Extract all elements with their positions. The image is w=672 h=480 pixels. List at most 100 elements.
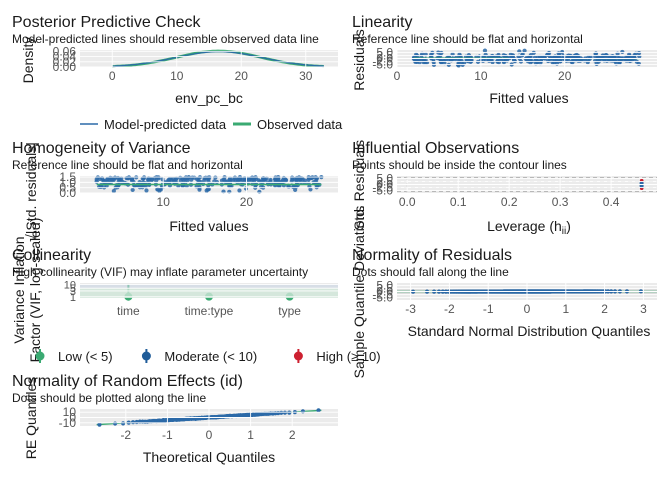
moderate-zone: [80, 284, 338, 289]
x-tick-label: -2: [120, 428, 131, 442]
x-tick-label: 0.4: [603, 195, 620, 209]
y-tick-label: 2.5: [376, 174, 393, 188]
chart-title: Normality of Random Effects (id): [12, 373, 243, 390]
x-tick-label: time:type: [185, 304, 234, 318]
data-point: [279, 410, 284, 415]
legend-label: Low (< 5): [58, 349, 113, 364]
data-point: [108, 177, 113, 182]
legend-label-observed: Observed data: [257, 117, 343, 132]
x-tick-label: -3: [405, 302, 416, 316]
x-axis-label: env_pc_bc: [175, 90, 243, 106]
data-point: [112, 421, 118, 426]
y-axis-label: Residuals: [351, 29, 367, 90]
x-tick-label: 10: [474, 69, 488, 83]
chart-subtitle: Reference line should be flat and horizo…: [352, 32, 583, 46]
y-tick-label: -5.0: [372, 291, 393, 305]
chart-subtitle: Dots should fall along the line: [352, 265, 509, 279]
data-point: [439, 50, 444, 56]
data-point: [442, 60, 447, 66]
data-point: [482, 48, 488, 53]
x-tick-label: 0.0: [399, 195, 416, 209]
chart-title: Normality of Residuals: [352, 247, 512, 264]
legend-label-model: Model-predicted data: [104, 117, 227, 132]
data-point: [158, 187, 164, 192]
data-point: [160, 177, 165, 182]
chart-subtitle: Model-predicted lines should resemble ob…: [12, 32, 319, 46]
y-tick-label: 0.0: [376, 52, 393, 66]
x-axis-label: Leverage (hii): [487, 218, 571, 237]
y-axis-label: RE Quantiles: [23, 377, 39, 459]
data-point: [552, 60, 557, 65]
panel-normality: Normality of Residuals Dots should fall …: [351, 206, 657, 378]
data-point: [585, 60, 590, 65]
data-point: [243, 186, 249, 191]
data-point: [130, 187, 135, 193]
y-tick-label: 1: [70, 292, 76, 304]
y-axis-label: Density: [20, 37, 36, 84]
data-point: [140, 176, 145, 181]
data-point: [130, 420, 136, 425]
y-tick-label: 0.00: [53, 60, 77, 74]
chart-subtitle: High collinearity (VIF) may inflate para…: [12, 265, 308, 279]
y-axis-label: Std. Residuals: [351, 140, 367, 230]
data-point: [290, 175, 295, 180]
data-point: [212, 179, 217, 184]
data-point: [528, 58, 533, 64]
x-axis-label: Fitted values: [489, 90, 568, 106]
x-tick-label: 30: [299, 69, 313, 83]
data-point: [576, 53, 581, 59]
x-tick-label: 0: [394, 69, 401, 83]
y-tick-label: 0.0: [376, 178, 393, 192]
data-point: [617, 59, 622, 65]
panel-influential: Influential Observations Points should b…: [351, 140, 657, 237]
data-point: [498, 56, 504, 62]
legend-key: [141, 351, 151, 361]
axes: 0.0 0.1 0.2 0.3 0.4-5.0-2.50.02.55.0: [372, 171, 657, 209]
panel-homogeneity: Homogeneity of Variance Reference line s…: [12, 140, 338, 242]
data-point: [546, 58, 551, 64]
data-point: [94, 179, 99, 184]
y-tick-label: 0.0: [59, 186, 76, 200]
data-point: [309, 175, 314, 180]
x-axis-label: Theoretical Quantiles: [143, 449, 275, 465]
y-tick-label: 0.04: [53, 50, 77, 64]
data-point: [235, 178, 241, 183]
data-point: [192, 175, 197, 180]
y-axis-label: Variance InflationFactor (VIF, log-scale…: [11, 218, 43, 363]
x-axis-label: Fitted values: [169, 218, 248, 234]
x-tick-label: -1: [483, 302, 494, 316]
y-tick-label: 5.0: [376, 278, 393, 292]
data-point: [282, 410, 288, 415]
data-point: [145, 177, 151, 182]
chart-subtitle: Reference line should be flat and horizo…: [12, 158, 243, 172]
data-point: [496, 52, 501, 57]
x-tick-label: 10: [157, 195, 171, 209]
x-tick-label: 20: [235, 69, 249, 83]
data-point: [237, 188, 242, 193]
data-point: [262, 177, 267, 182]
chart-subtitle: Dots should be plotted along the line: [12, 391, 206, 405]
y-tick-label: 1.5: [59, 170, 76, 184]
chart-subtitle: Points should be inside the contour line…: [352, 158, 567, 172]
y-tick-label: 0: [69, 411, 76, 425]
y-tick-label: 0.06: [53, 44, 77, 58]
data-point: [522, 48, 527, 53]
panel-collinearity: Collinearity High collinearity (VIF) may…: [11, 218, 381, 364]
x-tick-label: 0.3: [552, 195, 569, 209]
x-tick-label: 0.2: [501, 195, 518, 209]
x-tick-label: 20: [558, 69, 572, 83]
legend-label: Moderate (< 10): [164, 349, 257, 364]
y-axis-label: √|Std. residuals|: [23, 142, 39, 242]
data-point: [490, 59, 495, 65]
data-point: [627, 53, 632, 59]
x-tick-label: 0: [206, 428, 213, 442]
data-point: [213, 175, 218, 180]
x-tick-label: 20: [240, 195, 254, 209]
x-tick-label: 0: [109, 69, 116, 83]
axes: 0 10 20 30 0.000.020.040.06: [53, 44, 338, 83]
legend-label: High (≥ 10): [316, 349, 380, 364]
data-point: [97, 422, 102, 427]
data-point: [293, 187, 298, 193]
data-point: [111, 188, 116, 194]
y-tick-label: 10: [63, 405, 77, 419]
